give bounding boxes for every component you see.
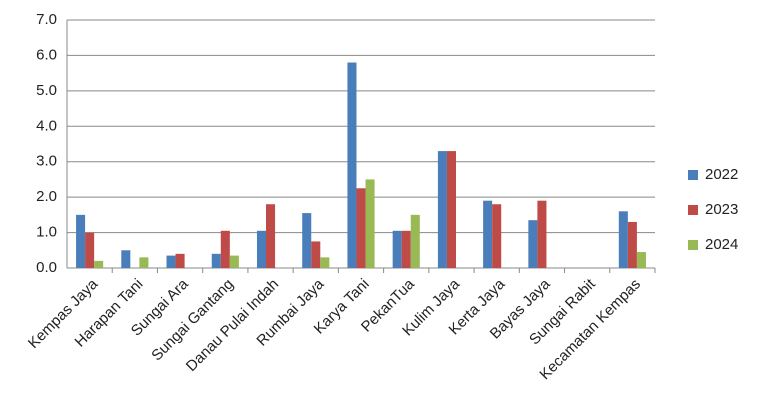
legend-swatch — [688, 205, 698, 215]
bar — [492, 204, 502, 268]
bar — [537, 200, 547, 268]
bar — [94, 260, 104, 268]
bar — [320, 257, 330, 268]
y-tick-label: 2.0 — [36, 188, 57, 205]
bar — [618, 211, 628, 268]
x-tick-label: Sungai Gantang — [148, 276, 237, 365]
y-tick-label: 5.0 — [36, 82, 57, 99]
bar — [347, 62, 357, 269]
bar — [528, 220, 538, 268]
bar — [139, 257, 149, 268]
y-tick-label: 3.0 — [36, 153, 57, 170]
bar — [437, 151, 447, 268]
y-tick-label: 6.0 — [36, 46, 57, 63]
bar — [365, 179, 375, 268]
bar — [85, 232, 95, 268]
legend-label: 2024 — [705, 236, 738, 253]
bar — [266, 204, 276, 268]
bar — [356, 188, 366, 268]
bar — [121, 250, 131, 268]
bar — [636, 252, 646, 268]
bar — [76, 214, 86, 268]
bar — [410, 214, 420, 268]
legend-swatch — [688, 240, 698, 250]
bar — [311, 241, 321, 268]
legend-label: 2022 — [705, 166, 738, 183]
bar — [392, 230, 402, 268]
y-tick-label: 0.0 — [36, 259, 57, 276]
bar — [229, 255, 239, 268]
bar — [483, 200, 493, 268]
bar — [166, 255, 176, 268]
bar — [401, 230, 411, 268]
bar — [446, 151, 456, 268]
y-tick-label: 7.0 — [36, 11, 57, 28]
bar — [175, 253, 185, 268]
y-tick-label: 4.0 — [36, 117, 57, 134]
bar — [627, 221, 637, 268]
bar — [256, 230, 267, 268]
bar — [211, 253, 221, 268]
bar — [302, 213, 312, 268]
y-tick-label: 1.0 — [36, 224, 57, 241]
legend-label: 2023 — [705, 201, 738, 218]
legend-swatch — [688, 170, 698, 180]
bar — [220, 230, 230, 268]
